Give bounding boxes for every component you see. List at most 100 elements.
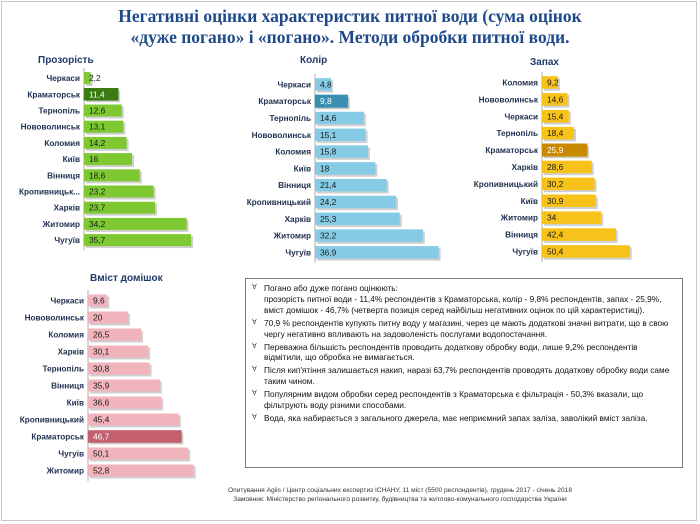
note-item: ∀ Переважна більшість респондентів провод… [252,342,676,364]
bar-color [314,94,349,108]
bar-color [315,78,332,91]
category-label: Краматорськ [485,146,539,155]
value-label: 30,2 [547,179,564,189]
category-label: Черкаси [277,80,311,89]
bar-color [315,145,368,158]
category-label: Житомир [273,232,311,241]
category-label: Київ [521,197,538,206]
value-label: 30,9 [547,196,564,206]
category-label: Харків [285,215,311,224]
chart-title-impurities: Вміст домішок [90,273,163,284]
value-label: 11,4 [89,89,105,99]
category-label: Нововолинськ [479,95,539,104]
chart-title-color: Колір [300,55,328,66]
value-label: 24,2 [320,197,337,207]
value-label: 16 [89,154,99,164]
bullet-icon: ∀ [252,284,257,291]
category-label: Житомир [42,220,80,229]
category-label: Тернопіль [496,129,538,138]
bar-impurities [88,362,150,375]
category-label: Коломия [44,139,80,148]
category-label: Кропивницький [20,416,84,425]
value-label: 18 [320,163,330,173]
bar-color [315,162,376,175]
category-label: Кропивницьк... [19,188,80,197]
title-line-2: «дуже погано» і «погано». Методи обробки… [130,27,570,47]
category-label: Кропивницький [474,180,538,189]
note-text: Популярним видом обробки серед респонден… [264,389,644,411]
note-item: ∀ Популярним видом обробки серед респонде… [252,389,676,411]
category-label: Тернопіль [42,365,84,374]
note-item: ∀ Після кип'ятіння залишається накип, нар… [252,365,676,387]
bullet-icon: ∀ [252,390,257,398]
bar-impurities [87,430,182,443]
value-label: 4,8 [320,79,332,89]
value-label: 36,6 [93,398,110,408]
value-label: 32,2 [320,231,337,241]
chart-impurities: Черкаси 9,6 Нововолинськ 20 Коломия 26,5 Харкі… [20,290,196,481]
category-label: Нововолинськ [21,123,81,132]
category-label: Київ [67,399,84,408]
footer-source: Опитування Agiis / Центр соціальних експ… [228,487,572,494]
bar-smell [542,126,575,140]
note-text: Вода, яка набирається з загального джере… [264,412,648,423]
value-label: 46,7 [93,432,110,442]
value-label: 14,2 [89,138,106,148]
category-label: Чугуїв [512,247,538,256]
bar-smell [542,211,602,224]
bar-transparency [84,185,154,198]
bar-color [315,212,400,226]
value-label: 34,2 [89,219,106,229]
bar-smell [542,110,569,123]
bar-color [315,246,439,259]
bar-impurities [88,311,128,324]
category-label: Вінниця [51,382,84,391]
category-label: Краматорськ [258,97,312,106]
value-label: 2,2 [89,73,101,83]
value-label: 35,7 [89,235,106,245]
category-label: Краматорськ [27,90,81,99]
category-label: Вінниця [505,231,538,240]
footer-client: Замовник: Міністерство регіонального роз… [233,496,567,503]
bar-impurities [88,396,162,409]
value-label: 15,4 [547,111,564,121]
note-text: Погано або дуже погано оцінюють: [264,283,398,293]
footer: Опитування Agiis / Центр соціальних експ… [150,486,650,504]
bar-transparency [84,120,124,133]
category-label: Коломия [48,331,84,340]
category-label: Київ [294,164,311,173]
category-label: Чугуїв [54,236,80,245]
value-label: 15,8 [320,147,337,157]
value-label: 34 [547,213,557,223]
value-label: 45,4 [93,415,110,425]
category-label: Харків [512,163,538,172]
value-label: 14,6 [547,94,564,104]
value-label: 42,4 [547,230,564,240]
bar-impurities [88,464,194,477]
category-label: Житомир [46,467,84,476]
value-label: 23,2 [89,187,106,197]
bar-transparency [84,169,140,182]
title-line-1: Негативні оцінки характеристик питної во… [118,6,582,26]
note-text: прозорість питної води - 11,4% респонден… [264,293,662,315]
value-label: 23,7 [89,203,106,213]
value-label: 9,2 [547,77,559,87]
bar-transparency [84,136,127,149]
bullet-icon: ∀ [252,413,257,421]
value-label: 18,4 [547,128,564,138]
bar-transparency [84,72,91,85]
value-label: 15,1 [320,130,337,140]
value-label: 26,5 [93,330,110,340]
note-item: ∀ Вода, яка набирається з загального джер… [252,413,676,424]
category-label: Чугуїв [285,248,311,257]
notes-box: ∀ Погано або дуже погано оцінюють: прозорі… [245,278,683,468]
value-label: 50,1 [93,449,110,459]
bar-transparency [84,217,187,230]
value-label: 21,4 [320,180,337,190]
category-label: Київ [63,155,80,164]
note-item: ∀ Погано або дуже погано оцінюють: прозорі… [252,283,676,316]
value-label: 9,8 [320,96,332,106]
chart-title-transparency: Прозорість [38,55,94,66]
category-label: Харків [54,204,80,213]
